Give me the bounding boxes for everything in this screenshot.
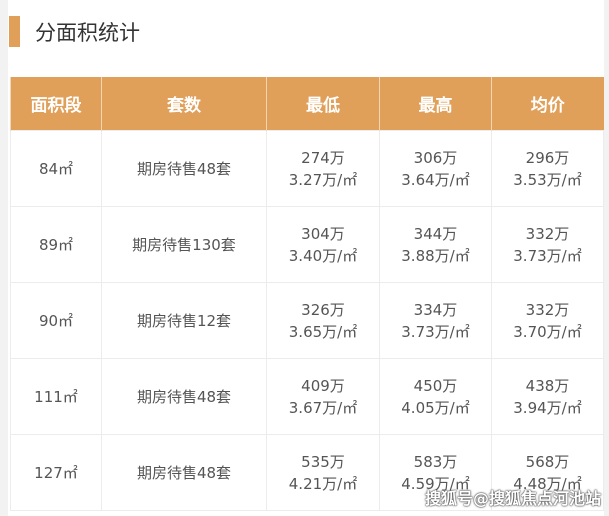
high-total: 583万: [413, 452, 458, 471]
units-cell: 期房待售48套: [101, 130, 267, 207]
low-unit-price: 3.40万/㎡: [288, 246, 358, 265]
high-cell: 344万 3.88万/㎡: [379, 206, 492, 283]
avg-unit-price: 3.94万/㎡: [513, 398, 582, 417]
area-cell: 90㎡: [10, 282, 102, 359]
low-cell: 326万 3.65万/㎡: [266, 282, 380, 359]
title-text: 分面积统计: [35, 20, 140, 45]
low-total: 304万: [301, 224, 345, 243]
high-cell: 334万 3.73万/㎡: [379, 282, 492, 359]
header-units: 套数: [101, 77, 267, 131]
avg-cell: 332万 3.73万/㎡: [491, 206, 604, 283]
low-unit-price: 3.65万/㎡: [288, 322, 358, 341]
header-avg: 均价: [491, 77, 604, 131]
high-cell: 306万 3.64万/㎡: [379, 130, 492, 207]
header-high: 最高: [379, 77, 492, 131]
low-total: 326万: [301, 300, 345, 319]
area-stats-table: 面积段 套数 最低 最高 均价 84㎡ 期房待售48套 274万 3.27万/㎡ …: [10, 77, 604, 511]
table-row: 89㎡ 期房待售130套 304万 3.40万/㎡ 344万 3.88万/㎡ 332…: [10, 206, 604, 283]
avg-total: 438万: [525, 376, 570, 395]
avg-total: 568万: [525, 452, 570, 471]
avg-cell: 296万 3.53万/㎡: [491, 130, 604, 207]
avg-cell: 332万 3.70万/㎡: [491, 282, 604, 359]
header-area: 面积段: [10, 77, 102, 131]
units-cell: 期房待售12套: [101, 282, 267, 359]
table-row: 90㎡ 期房待售12套 326万 3.65万/㎡ 334万 3.73万/㎡ 332万…: [10, 282, 604, 359]
high-total: 306万: [413, 148, 458, 167]
area-cell: 111㎡: [10, 358, 102, 435]
high-unit-price: 3.88万/㎡: [401, 246, 470, 265]
low-cell: 409万 3.67万/㎡: [266, 358, 380, 435]
high-unit-price: 4.05万/㎡: [401, 398, 470, 417]
avg-total: 332万: [525, 300, 570, 319]
low-unit-price: 3.27万/㎡: [288, 170, 358, 189]
low-unit-price: 4.21万/㎡: [288, 474, 358, 493]
card: 分面积统计 面积段 套数 最低 最高 均价 84㎡ 期房待售48套 274万 3.…: [8, 0, 604, 516]
high-total: 450万: [413, 376, 458, 395]
low-total: 409万: [301, 376, 345, 395]
units-cell: 期房待售130套: [101, 206, 267, 283]
avg-cell: 438万 3.94万/㎡: [491, 358, 604, 435]
high-total: 334万: [413, 300, 458, 319]
watermark: 搜狐号@搜狐焦点河池站: [425, 489, 602, 508]
avg-cell: 568万 4.48万/㎡: [491, 434, 604, 511]
avg-unit-price: 3.73万/㎡: [513, 246, 582, 265]
units-cell: 期房待售48套: [101, 358, 267, 435]
table-row: 84㎡ 期房待售48套 274万 3.27万/㎡ 306万 3.64万/㎡ 296万…: [10, 130, 604, 207]
low-total: 274万: [301, 148, 345, 167]
header-low: 最低: [266, 77, 380, 131]
area-cell: 127㎡: [10, 434, 102, 511]
high-total: 344万: [413, 224, 458, 243]
high-unit-price: 3.73万/㎡: [401, 322, 470, 341]
table-row: 111㎡ 期房待售48套 409万 3.67万/㎡ 450万 4.05万/㎡ 438…: [10, 358, 604, 435]
avg-unit-price: 3.53万/㎡: [513, 170, 582, 189]
avg-unit-price: 3.70万/㎡: [513, 322, 582, 341]
table-row: 127㎡ 期房待售48套 535万 4.21万/㎡ 583万 4.59万/㎡ 568…: [10, 434, 604, 511]
high-unit-price: 4.59万/㎡: [401, 474, 470, 493]
high-cell: 583万 4.59万/㎡: [379, 434, 492, 511]
units-cell: 期房待售48套: [101, 434, 267, 511]
section-title: 分面积统计: [9, 16, 140, 47]
high-unit-price: 3.64万/㎡: [401, 170, 470, 189]
low-cell: 535万 4.21万/㎡: [266, 434, 380, 511]
area-cell: 89㎡: [10, 206, 102, 283]
low-cell: 304万 3.40万/㎡: [266, 206, 380, 283]
title-accent-bar: [9, 16, 20, 47]
avg-total: 296万: [525, 148, 570, 167]
low-cell: 274万 3.27万/㎡: [266, 130, 380, 207]
low-total: 535万: [301, 452, 345, 471]
avg-total: 332万: [525, 224, 570, 243]
high-cell: 450万 4.05万/㎡: [379, 358, 492, 435]
avg-unit-price: 4.48万/㎡: [513, 474, 582, 493]
area-cell: 84㎡: [10, 130, 102, 207]
low-unit-price: 3.67万/㎡: [288, 398, 358, 417]
